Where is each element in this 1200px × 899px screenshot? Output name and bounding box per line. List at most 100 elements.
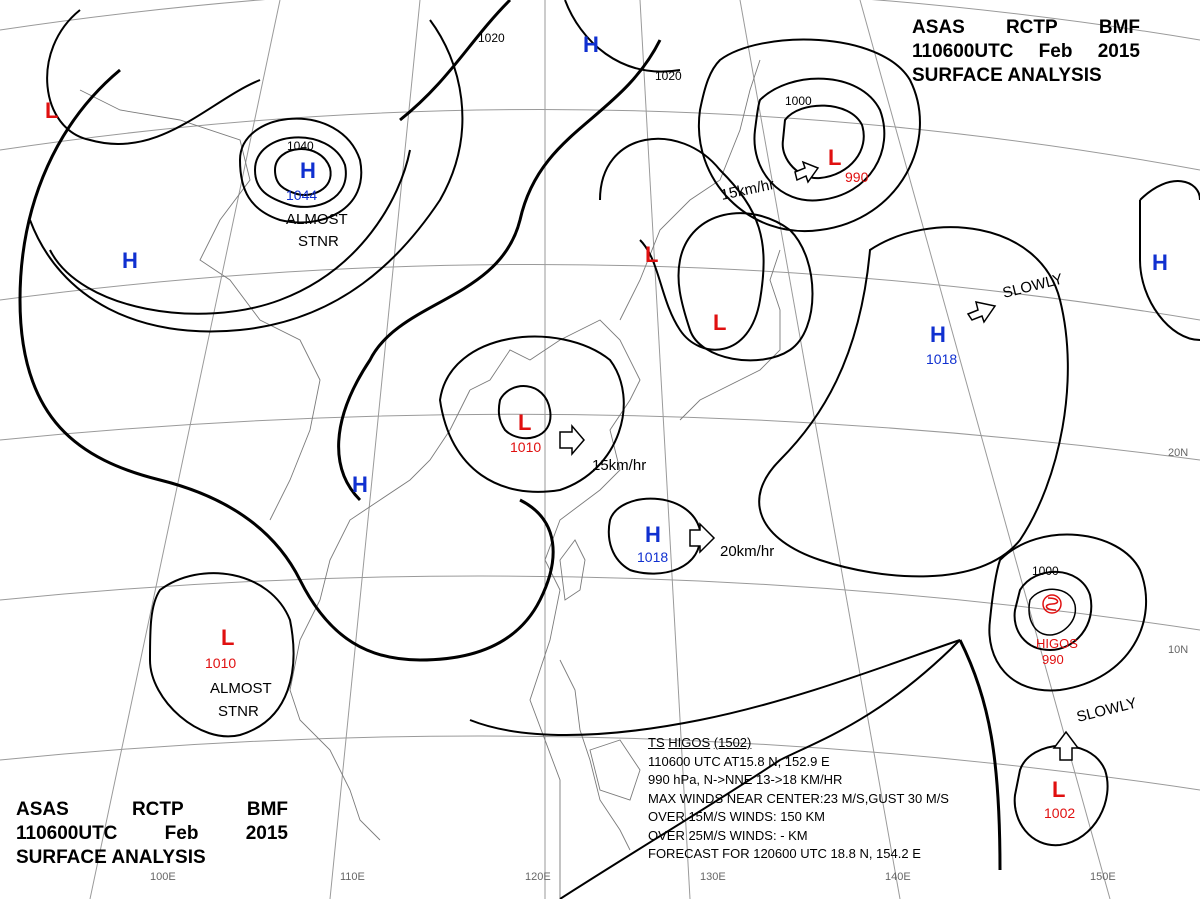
header-time: 110600UTC bbox=[912, 41, 1014, 62]
isobar-label: 1000 bbox=[1032, 564, 1059, 578]
isobar-line bbox=[238, 117, 363, 224]
isobar-line bbox=[1013, 570, 1093, 652]
isobar-line bbox=[958, 639, 1002, 871]
isobar-label: 1040 bbox=[287, 139, 314, 153]
parallel-line bbox=[0, 575, 1200, 631]
high-center-label: H bbox=[645, 522, 661, 547]
isobar-line bbox=[1028, 588, 1077, 636]
meridian-line bbox=[639, 0, 691, 899]
isobar-line bbox=[1139, 180, 1200, 341]
high-center-value: 1018 bbox=[637, 549, 668, 565]
isobar-line bbox=[677, 212, 814, 362]
motion-arrows bbox=[559, 160, 1080, 761]
typhoon-name: HIGOS bbox=[1036, 636, 1078, 651]
header-product: SURFACE ANALYSIS bbox=[912, 65, 1102, 86]
typhoon-pressure: 990 bbox=[1042, 652, 1064, 667]
ts-bulletin-max-winds: MAX WINDS NEAR CENTER:23 M/S,GUST 30 M/S bbox=[648, 790, 949, 806]
high-center-label: H bbox=[1152, 250, 1168, 275]
parallel-line bbox=[0, 263, 1200, 321]
header-month: Feb bbox=[1038, 41, 1073, 62]
low-center-label: L bbox=[645, 242, 658, 267]
isobar-line bbox=[559, 639, 961, 899]
header-station: RCTP bbox=[131, 799, 184, 820]
low-center-label: L bbox=[221, 625, 234, 650]
isobar-line bbox=[438, 335, 625, 493]
isobar-label: 1020 bbox=[478, 31, 505, 45]
isobar-line bbox=[399, 0, 512, 122]
isobar-line bbox=[469, 639, 961, 736]
coastline bbox=[559, 659, 631, 851]
header-station: RCTP bbox=[1005, 17, 1058, 38]
motion-label: 15km/hr bbox=[719, 176, 776, 204]
motion-label: 15km/hr bbox=[592, 457, 646, 474]
motion-label: STNR bbox=[218, 703, 259, 720]
motion-label: SLOWLY bbox=[1001, 271, 1065, 302]
parallel-line bbox=[0, 109, 1200, 171]
ts-bulletin-position: 110600 UTC AT15.8 N, 152.9 E bbox=[648, 753, 830, 769]
isobar-line bbox=[599, 137, 765, 351]
header-year: 2015 bbox=[1097, 41, 1140, 62]
header-month: Feb bbox=[164, 823, 199, 844]
header-office: BMF bbox=[246, 799, 288, 820]
high-center-label: H bbox=[352, 472, 368, 497]
meridian-line bbox=[329, 0, 421, 899]
isobar-line bbox=[148, 572, 295, 738]
motion-arrow-icon bbox=[689, 522, 716, 554]
motion-label: SLOWLY bbox=[1075, 695, 1139, 726]
pressure-centers: L H 1044 H H L 990 L L H 1018 H L 1010 H… bbox=[45, 32, 1168, 821]
latitude-label: 10N bbox=[1168, 644, 1188, 656]
longitude-label: 120E bbox=[525, 871, 551, 883]
ts-bulletin-25ms-radius: OVER 25M/S WINDS: - KM bbox=[648, 827, 808, 843]
ts-bulletin-15ms-radius: OVER 15M/S WINDS: 150 KM bbox=[648, 809, 825, 824]
isobar-line bbox=[273, 148, 332, 196]
isobar-line bbox=[697, 38, 921, 233]
ts-bulletin-name: HIGOS bbox=[668, 735, 711, 750]
isobar-line bbox=[253, 136, 347, 208]
high-center-label: H bbox=[583, 32, 599, 57]
low-center-label: L bbox=[518, 410, 531, 435]
isobar-line bbox=[988, 533, 1148, 692]
parallel-line bbox=[0, 413, 1200, 461]
isobar-line bbox=[781, 104, 865, 180]
coastline bbox=[589, 739, 641, 801]
ts-bulletin-pressure-motion: 990 hPa, N->NNE 13->18 KM/HR bbox=[648, 772, 843, 787]
ts-bulletin-forecast: FORECAST FOR 120600 UTC 18.8 N, 154.2 E bbox=[648, 846, 921, 861]
typhoon-icon bbox=[1045, 597, 1059, 611]
high-center-label: H bbox=[930, 322, 946, 347]
motion-label: ALMOST bbox=[210, 680, 272, 697]
ts-bulletin-title: TS HIGOS (1502) bbox=[648, 734, 949, 753]
high-center-label: H bbox=[122, 248, 138, 273]
motion-labels: ALMOST STNR 15km/hr SLOWLY 15km/hr 20km/… bbox=[210, 176, 1139, 726]
parallel-line bbox=[0, 735, 1200, 791]
low-center-label: L bbox=[713, 310, 726, 335]
isobar-line bbox=[497, 385, 552, 440]
header-product: SURFACE ANALYSIS bbox=[16, 847, 206, 868]
isobar-line bbox=[607, 497, 702, 575]
ts-bulletin: TS HIGOS (1502) 110600 UTC AT15.8 N, 152… bbox=[648, 734, 949, 864]
map-header-top: ASAS RCTP BMF 110600UTC Feb 2015 SURFACE… bbox=[912, 16, 1140, 88]
low-center-value: 990 bbox=[845, 169, 869, 185]
low-center-label: L bbox=[1052, 777, 1065, 802]
header-agency: ASAS bbox=[912, 17, 965, 38]
motion-arrow-icon bbox=[1052, 730, 1080, 761]
coastline bbox=[79, 89, 321, 521]
isobar-line bbox=[564, 0, 681, 73]
isobar-line bbox=[337, 39, 662, 502]
header-agency: ASAS bbox=[16, 799, 69, 820]
typhoon-icon bbox=[1042, 594, 1062, 614]
coastlines bbox=[79, 59, 781, 899]
isobar-line bbox=[49, 149, 411, 315]
isobar-label: 1000 bbox=[785, 94, 812, 108]
high-center-value: 1018 bbox=[926, 351, 957, 367]
motion-label: STNR bbox=[298, 233, 339, 250]
high-center-label: H bbox=[300, 158, 316, 183]
longitude-label: 100E bbox=[150, 871, 176, 883]
isobar-line bbox=[753, 77, 886, 202]
map-header-bottom: ASAS RCTP BMF 110600UTC Feb 2015 SURFACE… bbox=[16, 798, 288, 870]
isobar-labels: 1020 1020 1040 1000 1000 bbox=[287, 31, 1059, 578]
isobar-line bbox=[18, 68, 555, 662]
longitude-label: 130E bbox=[700, 871, 726, 883]
low-center-label: L bbox=[45, 98, 58, 123]
